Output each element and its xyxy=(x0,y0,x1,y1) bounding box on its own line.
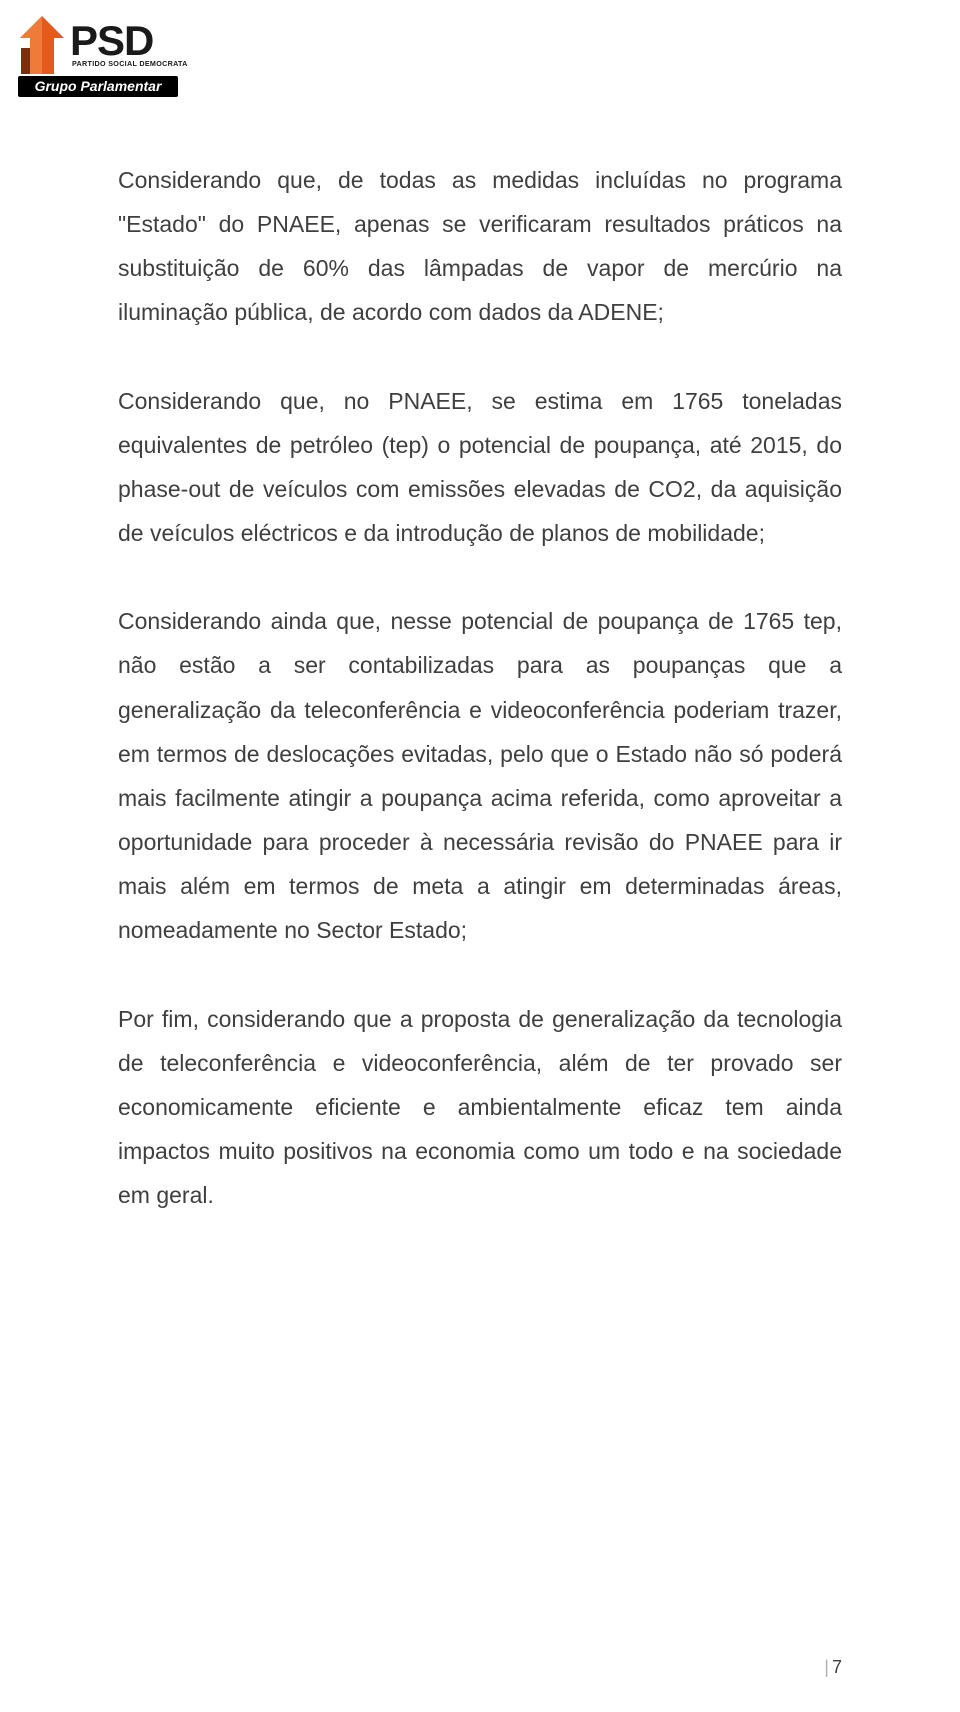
paragraph-2: Considerando que, no PNAEE, se estima em… xyxy=(118,379,842,556)
logo-text-group: PSD PARTIDO SOCIAL DEMOCRATA xyxy=(70,20,188,68)
body-text: Considerando que, de todas as medidas in… xyxy=(118,158,842,1217)
psd-logo: PSD PARTIDO SOCIAL DEMOCRATA Grupo Parla… xyxy=(18,14,198,97)
logo-row: PSD PARTIDO SOCIAL DEMOCRATA xyxy=(18,14,198,74)
logo-abbrev: PSD xyxy=(70,20,188,62)
page-number-bar: | xyxy=(824,1657,829,1677)
paragraph-4: Por fim, considerando que a proposta de … xyxy=(118,997,842,1218)
arrow-icon xyxy=(18,14,66,74)
logo-banner: Grupo Parlamentar xyxy=(18,76,178,97)
document-page: PSD PARTIDO SOCIAL DEMOCRATA Grupo Parla… xyxy=(0,0,960,1712)
page-number: |7 xyxy=(824,1657,842,1678)
page-number-value: 7 xyxy=(832,1657,842,1677)
logo-subtitle: PARTIDO SOCIAL DEMOCRATA xyxy=(72,59,188,68)
paragraph-1: Considerando que, de todas as medidas in… xyxy=(118,158,842,335)
paragraph-3: Considerando ainda que, nesse potencial … xyxy=(118,599,842,952)
